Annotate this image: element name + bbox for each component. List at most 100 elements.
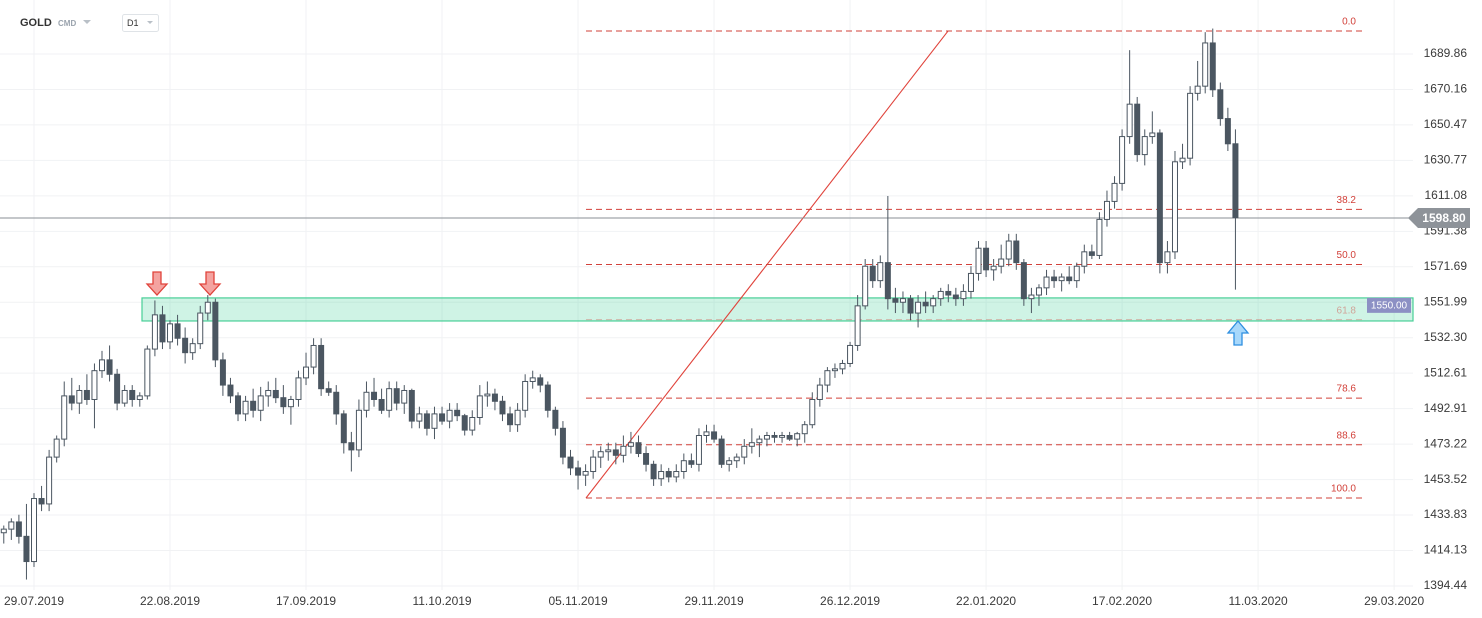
y-tick-label: 1689.86 [1424, 46, 1468, 60]
candle-body [711, 431, 718, 440]
fibonacci: 0.0 38.2 50.0 61.8 78.6 88.6 100.0 [585, 17, 1365, 499]
candle-body [688, 460, 695, 465]
candle-body [990, 265, 997, 271]
signal-arrows [145, 271, 1250, 346]
candle-body [235, 395, 242, 415]
axes: 1394.44 1414.13 1433.83 1453.52 1473.22 1492.… [4, 46, 1470, 608]
candle-body [544, 384, 551, 411]
x-tick-label: 11.03.2020 [1229, 594, 1288, 608]
zone-price-tag [1367, 297, 1411, 313]
candle-body [960, 290, 967, 300]
candle-body [1103, 200, 1110, 220]
x-tick-label: 11.10.2019 [412, 594, 471, 608]
dropdown-icon[interactable] [83, 20, 91, 24]
candle-body [786, 434, 793, 440]
candle-body [204, 301, 211, 314]
candle-body [53, 438, 60, 458]
candle-body [831, 368, 838, 372]
candle-body [899, 298, 906, 303]
candle-body [416, 413, 423, 422]
candle-body [408, 389, 415, 422]
candle-body [1081, 251, 1088, 267]
candle-body [847, 344, 854, 364]
candle-body [1096, 218, 1103, 256]
candle-body [114, 373, 121, 404]
y-tick-label: 1473.22 [1424, 436, 1468, 450]
candle-body [695, 434, 702, 465]
symbol[interactable]: GOLD [20, 17, 52, 29]
interval[interactable]: D1 [127, 18, 139, 28]
candle-body [106, 359, 113, 375]
candle-body [303, 366, 310, 379]
x-tick-label: 05.11.2019 [548, 594, 607, 608]
candle-body [665, 471, 672, 478]
candle-body [952, 294, 959, 300]
candle-body [182, 337, 189, 354]
candle-body [318, 344, 325, 390]
last-price-label: 1598.80 [1422, 211, 1466, 225]
candle-body [15, 521, 22, 537]
candle-body [945, 290, 952, 296]
candle-body [1013, 240, 1020, 264]
candle-body [91, 370, 98, 400]
candle-body [507, 413, 514, 426]
candle-body [1058, 276, 1065, 282]
y-tick-label: 1532.30 [1424, 330, 1468, 344]
candle-body [1126, 103, 1133, 138]
candle-body [227, 384, 234, 397]
candle-body [1111, 182, 1118, 202]
candle-body [1043, 276, 1050, 289]
y-tick-label: 1650.47 [1424, 117, 1468, 131]
candle-body [552, 409, 559, 429]
candle-body [998, 258, 1005, 267]
interval-box[interactable] [122, 14, 159, 32]
candle-body [340, 413, 347, 444]
candle-body [99, 359, 106, 372]
candle-body [484, 393, 491, 397]
candle-body [726, 460, 733, 465]
candle-body [930, 298, 937, 307]
candle-body [287, 398, 294, 408]
candle-body [0, 528, 7, 534]
fib-level-label: 0.0 [1342, 17, 1356, 28]
fib-level-label: 38.2 [1337, 195, 1357, 206]
candle-body [975, 247, 982, 274]
candle-body [242, 400, 249, 415]
candle-body [469, 416, 476, 431]
y-tick-label: 1492.91 [1424, 401, 1468, 415]
candle-body [461, 415, 468, 431]
x-tick-label: 22.08.2019 [140, 594, 200, 608]
grid [0, 0, 1413, 590]
candle-body [386, 388, 393, 411]
candle-body [265, 389, 272, 397]
candle-body [348, 442, 355, 451]
y-tick-label: 1453.52 [1424, 472, 1468, 486]
candle-body [295, 377, 302, 400]
candle-body [371, 391, 378, 400]
candle-body [250, 400, 257, 411]
candle-body [355, 409, 362, 451]
candle-body [1149, 132, 1156, 138]
candle-body [575, 467, 582, 476]
candle-body [129, 389, 136, 400]
candle-body [439, 413, 446, 422]
candle-body [1119, 136, 1126, 184]
candle-body [854, 305, 861, 346]
candle-body [771, 434, 778, 438]
candle-body [529, 377, 536, 382]
candle-body [922, 301, 929, 307]
fib-level-label: 88.6 [1337, 430, 1357, 441]
candle-body [476, 395, 483, 418]
candle-body [597, 451, 604, 458]
candle-body [756, 438, 763, 444]
candle-body [801, 424, 808, 435]
y-tick-label: 1571.69 [1424, 259, 1468, 273]
dropdown-icon[interactable] [147, 21, 153, 24]
y-tick-label: 1630.77 [1424, 153, 1468, 167]
candle-body [1179, 157, 1186, 163]
candle-body [1164, 251, 1171, 264]
candle-body [1073, 265, 1080, 282]
candle-body [8, 521, 15, 530]
candle-body [38, 498, 45, 505]
candle-body [658, 471, 665, 480]
